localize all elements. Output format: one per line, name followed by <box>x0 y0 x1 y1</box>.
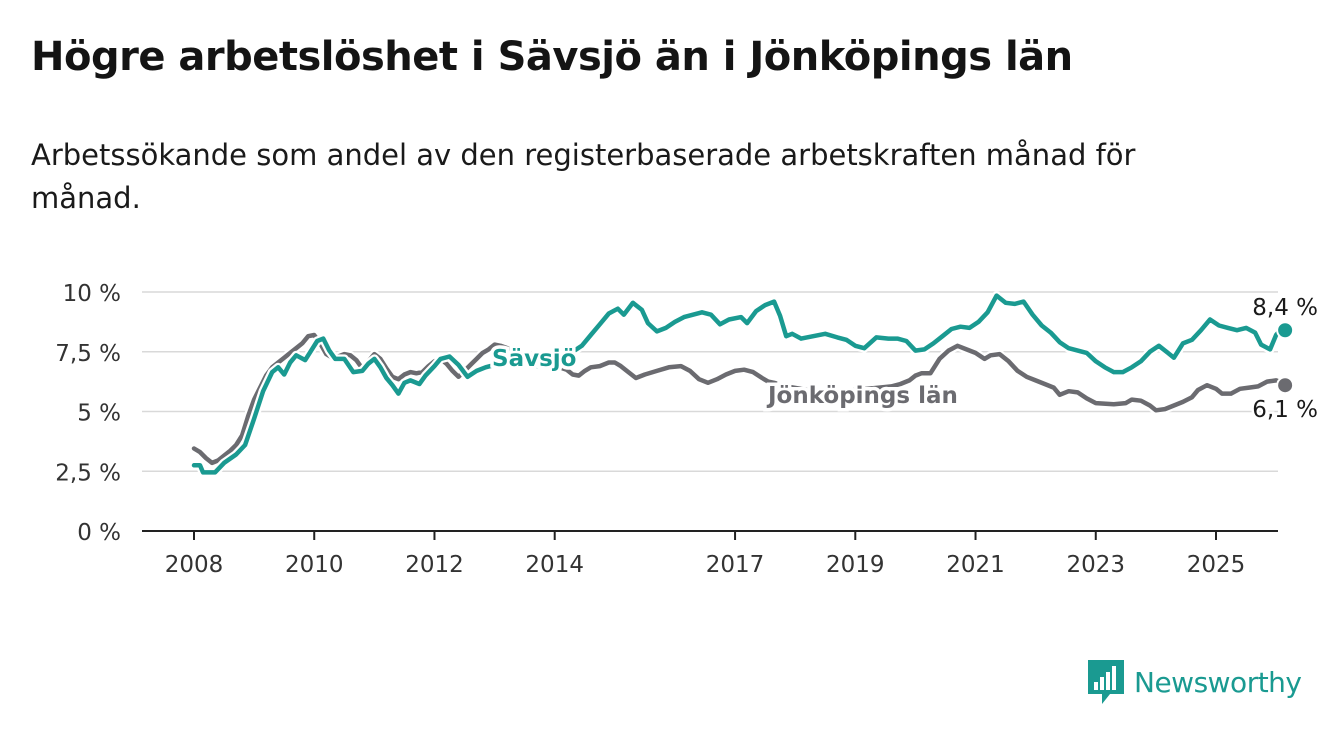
series-halo <box>189 330 1290 468</box>
y-tick-label: 5 % <box>77 401 121 427</box>
y-tick-label: 7,5 % <box>55 341 121 367</box>
series-end-label: 6,1 % <box>1252 397 1318 423</box>
x-tick-label: 2010 <box>285 552 344 578</box>
y-tick-label: 10 % <box>63 281 121 307</box>
brand-name: Newsworthy <box>1134 665 1302 699</box>
series-labels: 6,1 % 8,4 % Sävsjö Jönköpings län <box>489 293 1321 426</box>
y-axis-ticks: 0 % 2,5 % 5 % 7,5 % 10 % <box>55 281 121 546</box>
series-end-point <box>1276 376 1295 395</box>
x-tick-label: 2008 <box>165 552 224 578</box>
series-line <box>191 293 1288 475</box>
series-end-label: 8,4 % <box>1252 295 1318 321</box>
series-halo <box>189 291 1290 477</box>
x-tick-label: 2017 <box>706 552 765 578</box>
series-lines <box>189 291 1295 477</box>
x-tick-label: 2014 <box>525 552 584 578</box>
chart-title: Högre arbetslöshet i Sävsjö än i Jönköpi… <box>31 34 1073 80</box>
chart-bar-icon <box>1088 660 1124 704</box>
newsworthy-logo: Newsworthy <box>1088 660 1302 704</box>
x-tick-label: 2021 <box>946 552 1005 578</box>
x-tick-label: 2025 <box>1187 552 1246 578</box>
series-end-point <box>1276 321 1295 340</box>
series-name-label: Sävsjö <box>492 346 576 372</box>
x-tick-label: 2023 <box>1066 552 1125 578</box>
y-tick-label: 0 % <box>77 520 121 546</box>
x-tick-label: 2019 <box>826 552 885 578</box>
series-line <box>191 332 1288 466</box>
x-tick-label: 2012 <box>405 552 464 578</box>
y-tick-label: 2,5 % <box>55 460 121 486</box>
series-name-label: Jönköpings län <box>766 383 958 409</box>
x-axis-ticks: 2008 2010 2012 2014 2017 2019 2021 2023 2025 <box>165 531 1246 578</box>
chart-subtitle: Arbetssökande som andel av den registerb… <box>31 138 1136 215</box>
